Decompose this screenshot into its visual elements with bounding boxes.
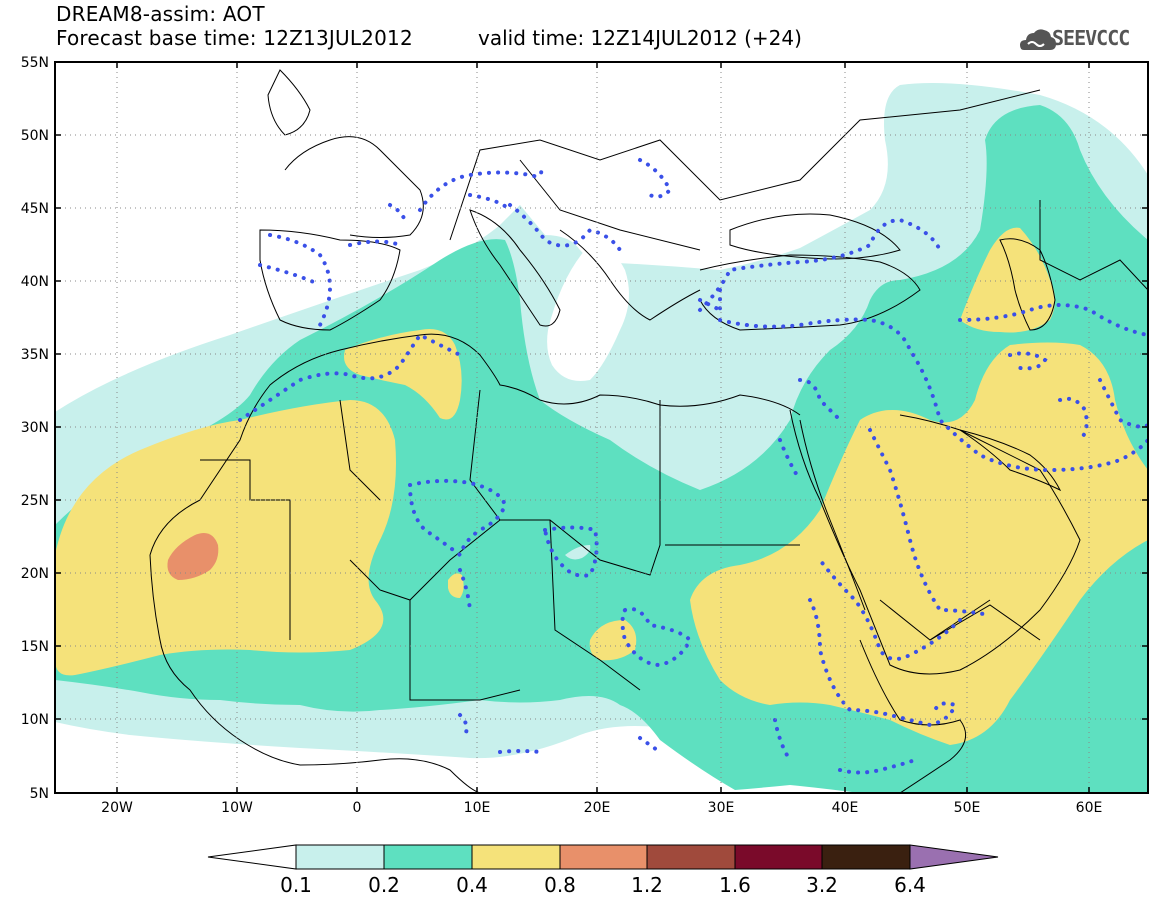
colorbar-label: 1.2 [631,873,663,897]
colorbar-label: 0.1 [280,873,312,897]
lon-label: 10E [464,800,491,816]
colorbar-label: 0.2 [368,873,400,897]
lat-label: 55N [21,55,49,71]
colorbar-swatch [560,845,647,869]
colorbar-swatch [472,845,560,869]
lon-label: 20W [101,800,133,816]
lon-label: 20E [584,800,611,816]
lat-label: 20N [21,566,49,582]
lat-labels: 55N 50N 45N 40N 35N 30N 25N 20N 15N 10N … [21,55,49,802]
lat-label: 50N [21,128,49,144]
lon-label: 30E [708,800,735,816]
colorbar-swatch [735,845,822,869]
lat-label: 30N [21,420,49,436]
lat-label: 10N [21,712,49,728]
lon-label: 50E [954,800,981,816]
lat-label: 25N [21,493,49,509]
lat-label: 40N [21,274,49,290]
lat-label: 35N [21,347,49,363]
lon-label: 0 [353,800,362,816]
lon-label: 40E [832,800,859,816]
colorbar: 0.1 0.2 0.4 0.8 1.2 1.6 3.2 6.4 [208,845,998,897]
lat-label: 45N [21,201,49,217]
colorbar-low-triangle [208,845,296,869]
colorbar-label: 3.2 [806,873,838,897]
lon-label: 60E [1076,800,1103,816]
colorbar-swatch [647,845,735,869]
colorbar-label: 0.4 [456,873,488,897]
colorbar-swatch [296,845,384,869]
colorbar-label: 6.4 [894,873,926,897]
lon-labels: 20W 10W 0 10E 20E 30E 40E 50E 60E [101,800,1102,816]
colorbar-swatch [822,845,910,869]
lon-label: 10W [221,800,253,816]
colorbar-label: 1.6 [719,873,751,897]
colorbar-label: 0.8 [544,873,576,897]
aot-shading [55,62,1148,793]
lat-label: 5N [30,786,49,802]
colorbar-swatch [384,845,472,869]
lat-label: 15N [21,639,49,655]
colorbar-high-triangle [910,845,998,869]
